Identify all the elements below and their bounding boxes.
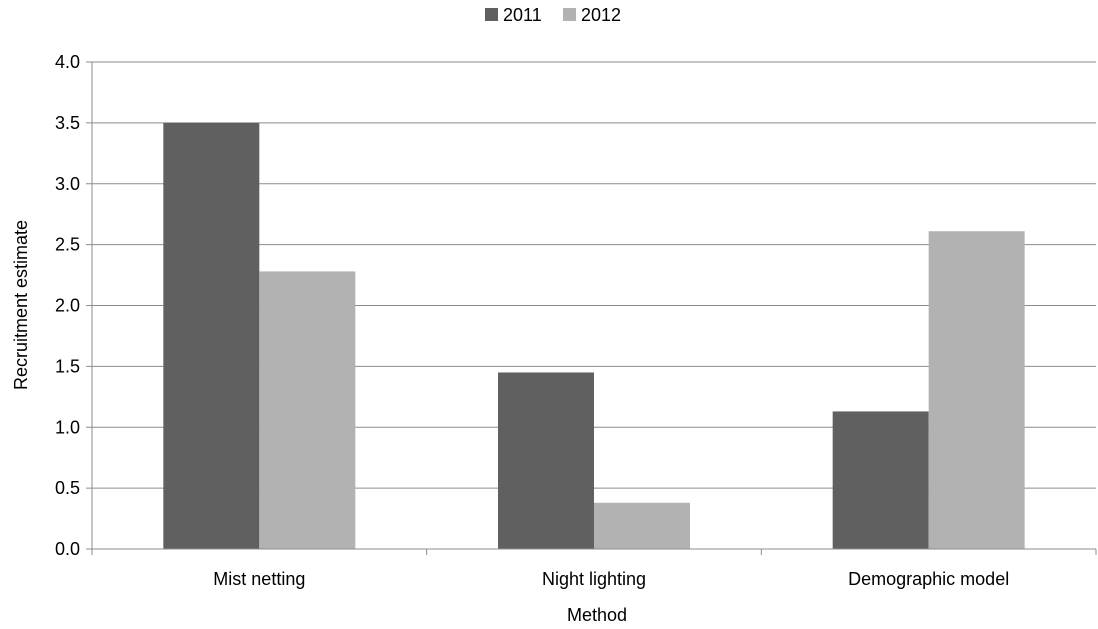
legend-label-2012: 2012 (581, 5, 621, 25)
bar-2012-demographic-model (928, 231, 1025, 550)
axes: 0.0 0.5 1.0 1.5 2.0 2.5 3.0 3.5 4.0 Mist netting N… (55, 52, 1097, 589)
x-tick-label: Mist netting (213, 569, 305, 589)
y-tick-label: 2.5 (55, 235, 80, 255)
legend-swatch-2011 (485, 8, 498, 21)
bar-2012-mist-netting (259, 271, 356, 549)
x-tick-label: Demographic model (848, 569, 1009, 589)
y-tick-label: 2.0 (55, 296, 80, 316)
y-tick-label: 3.0 (55, 174, 80, 194)
y-tick-label: 1.5 (55, 356, 80, 376)
legend-label-2011: 2011 (503, 5, 542, 25)
y-tick-label: 0.0 (55, 539, 80, 559)
y-tick-label: 0.5 (55, 478, 80, 498)
y-tick-label: 3.5 (55, 113, 80, 133)
y-axis-title: Recruitment estimate (11, 220, 31, 390)
bar-2011-night-lighting (498, 372, 594, 549)
bar-2011-mist-netting (163, 122, 260, 549)
y-tick-label: 1.0 (55, 417, 80, 437)
legend-swatch-2012 (563, 8, 576, 21)
x-axis-title: Method (567, 605, 627, 625)
bar-2011-demographic-model (832, 411, 929, 549)
bars (163, 122, 1025, 550)
bar-2012-night-lighting (594, 502, 690, 549)
legend: 2011 2012 (485, 5, 621, 25)
x-tick-label: Night lighting (542, 569, 646, 589)
y-tick-label: 4.0 (55, 52, 80, 72)
